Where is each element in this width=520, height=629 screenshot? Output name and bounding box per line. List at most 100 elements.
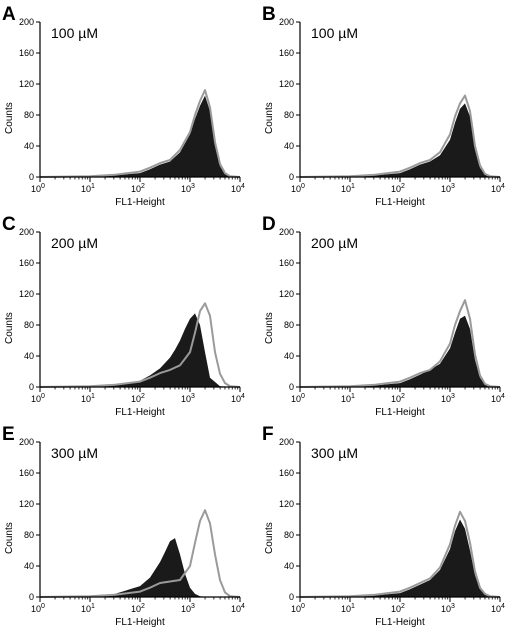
filled-histogram: [300, 519, 500, 597]
x-tick-label: 100: [31, 603, 45, 614]
y-tick-label: 120: [279, 499, 294, 509]
y-tick-label: 200: [19, 227, 34, 237]
x-tick-label: 103: [181, 603, 195, 614]
y-tick-label: 40: [284, 141, 294, 151]
x-tick-label: 100: [31, 183, 45, 194]
y-tick-label: 80: [24, 110, 34, 120]
concentration-label: 100 µM: [51, 25, 98, 41]
y-tick-label: 200: [279, 227, 294, 237]
x-tick-label: 102: [391, 393, 405, 404]
x-tick-label: 101: [341, 603, 355, 614]
y-axis-label: Counts: [264, 522, 275, 554]
concentration-label: 200 µM: [51, 235, 98, 251]
filled-histogram: [40, 313, 240, 387]
y-tick-label: 120: [19, 289, 34, 299]
x-tick-label: 100: [291, 393, 305, 404]
y-tick-label: 120: [19, 79, 34, 89]
x-tick-label: 102: [131, 603, 145, 614]
x-axis-label: FL1-Height: [375, 617, 425, 628]
x-tick-label: 102: [391, 183, 405, 194]
x-axis-label: FL1-Height: [115, 407, 165, 418]
filled-histogram: [40, 538, 240, 597]
histogram-panel-d: D 200 µM 0 40 80 120 160 200 100 101 102 103 104 FL1-…: [262, 214, 505, 418]
x-tick-label: 103: [181, 183, 195, 194]
concentration-label: 300 µM: [311, 445, 358, 461]
y-tick-label: 0: [29, 172, 34, 182]
y-tick-label: 40: [284, 351, 294, 361]
outline-histogram: [299, 94, 501, 178]
y-tick-label: 160: [19, 258, 34, 268]
concentration-label: 200 µM: [311, 235, 358, 251]
y-tick-label: 160: [19, 468, 34, 478]
concentration-label: 100 µM: [311, 25, 358, 41]
y-tick-label: 200: [279, 17, 294, 27]
y-axis-label: Counts: [4, 312, 15, 344]
x-tick-label: 103: [441, 183, 455, 194]
y-tick-label: 160: [19, 48, 34, 58]
panel-letter: F: [262, 424, 274, 445]
y-axis-label: Counts: [4, 522, 15, 554]
x-tick-label: 101: [81, 183, 95, 194]
x-axis-label: FL1-Height: [375, 197, 425, 208]
y-tick-label: 160: [279, 48, 294, 58]
y-tick-label: 80: [24, 320, 34, 330]
x-tick-label: 104: [491, 393, 505, 404]
y-tick-label: 0: [289, 172, 294, 182]
y-tick-label: 200: [279, 437, 294, 447]
y-tick-label: 0: [29, 592, 34, 602]
x-tick-label: 104: [231, 603, 245, 614]
filled-histogram: [300, 315, 500, 387]
outline-histogram: [299, 299, 501, 388]
histogram-panel-b: B 100 µM 0 40 80 120 160 200 100 101 102 103 104 FL1-…: [262, 4, 505, 208]
x-tick-label: 100: [291, 183, 305, 194]
x-tick-label: 101: [341, 393, 355, 404]
y-tick-label: 80: [24, 530, 34, 540]
x-tick-label: 104: [491, 183, 505, 194]
y-tick-label: 40: [284, 561, 294, 571]
y-tick-label: 40: [24, 561, 34, 571]
histogram-panel-a: A 100 µM 0 40 80 120 160 200 100 101 102 103 104 FL1-…: [2, 4, 245, 208]
y-tick-label: 120: [19, 499, 34, 509]
y-tick-label: 120: [279, 79, 294, 89]
x-axis-label: FL1-Height: [115, 197, 165, 208]
x-axis-label: FL1-Height: [375, 407, 425, 418]
panel-letter: A: [2, 4, 16, 25]
y-tick-label: 200: [19, 437, 34, 447]
y-tick-label: 160: [279, 258, 294, 268]
y-tick-label: 80: [284, 110, 294, 120]
y-axis-label: Counts: [4, 102, 15, 134]
panel-letter: B: [262, 4, 276, 25]
x-tick-label: 104: [231, 393, 245, 404]
outline-histogram: [39, 509, 241, 598]
histogram-panel-f: F 300 µM 0 40 80 120 160 200 100 101 102 103 104 FL1-…: [262, 424, 505, 628]
x-tick-label: 104: [231, 183, 245, 194]
x-tick-label: 103: [441, 393, 455, 404]
histogram-panel-c: C 200 µM 0 40 80 120 160 200 100 101 102 103 104 FL1-…: [2, 214, 245, 418]
x-tick-label: 101: [81, 603, 95, 614]
filled-histogram: [40, 95, 240, 177]
y-axis-label: Counts: [264, 102, 275, 134]
x-axis-label: FL1-Height: [115, 617, 165, 628]
y-tick-label: 40: [24, 141, 34, 151]
y-tick-label: 80: [284, 530, 294, 540]
filled-histogram: [300, 103, 500, 177]
y-tick-label: 200: [19, 17, 34, 27]
concentration-label: 300 µM: [51, 445, 98, 461]
outline-histogram: [39, 302, 241, 388]
y-tick-label: 40: [24, 351, 34, 361]
x-tick-label: 104: [491, 603, 505, 614]
x-tick-label: 103: [181, 393, 195, 404]
x-tick-label: 100: [31, 393, 45, 404]
y-tick-label: 80: [284, 320, 294, 330]
y-tick-label: 0: [29, 382, 34, 392]
y-tick-label: 160: [279, 468, 294, 478]
x-tick-label: 103: [441, 603, 455, 614]
x-tick-label: 102: [131, 393, 145, 404]
x-tick-label: 101: [81, 393, 95, 404]
panel-letter: E: [2, 424, 15, 445]
x-tick-label: 102: [391, 603, 405, 614]
outline-histogram: [299, 510, 501, 598]
y-tick-label: 0: [289, 592, 294, 602]
x-tick-label: 101: [341, 183, 355, 194]
